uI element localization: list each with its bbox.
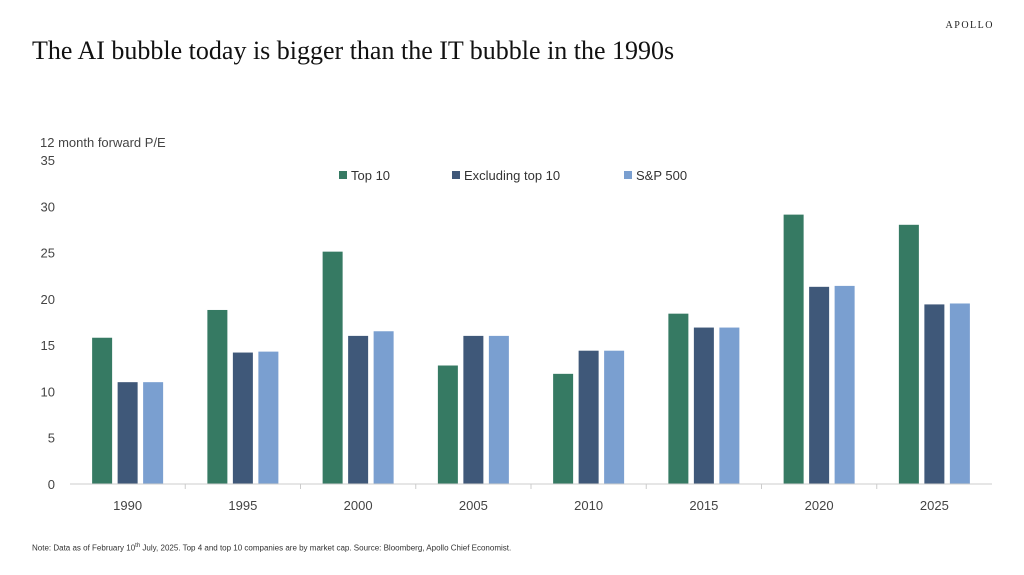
legend-swatch [452,171,460,179]
bar [783,214,804,485]
x-tick-label: 2000 [344,498,373,513]
bar [258,351,279,484]
legend: Top 10 Excluding top 10 S&P 500 [339,168,687,183]
bar [553,373,574,484]
y-tick-label: 30 [41,199,55,214]
x-tick-label: 1990 [113,498,142,513]
x-tick-label: 2010 [574,498,603,513]
bar [834,285,855,484]
chart-title: The AI bubble today is bigger than the I… [32,36,675,65]
x-axis-ticks: 1990 1995 2000 2005 2010 2015 2020 2025 [113,484,949,513]
footnote-suffix: July, 2025. Top 4 and top 10 companies a… [140,543,512,553]
bar [92,337,113,484]
y-axis-ticks: 0 5 10 15 20 25 30 35 [41,153,55,492]
legend-swatch [339,171,347,179]
legend-label: Top 10 [351,168,390,183]
brand-logo: APOLLO [945,20,994,31]
legend-label: S&P 500 [636,168,687,183]
bar [604,350,625,484]
legend-swatch [624,171,632,179]
bar [232,352,253,484]
bar [924,304,945,484]
bar [809,286,830,484]
x-tick-label: 1995 [228,498,257,513]
legend-label: Excluding top 10 [464,168,560,183]
x-tick-label: 2005 [459,498,488,513]
footnote: Note: Data as of February 10th July, 202… [32,543,511,553]
bar [348,335,369,484]
bar [322,251,343,484]
x-tick-label: 2025 [920,498,949,513]
bar [207,309,228,484]
bar [949,303,970,484]
bar [719,327,740,484]
bar [373,331,394,484]
bar [143,382,164,484]
bar [437,365,458,484]
footnote-sup: th [135,543,141,549]
y-tick-label: 10 [41,384,55,399]
bar [488,335,509,484]
bar [898,224,919,485]
x-tick-label: 2015 [689,498,718,513]
bar [668,313,689,484]
bar [578,350,599,484]
y-tick-label: 5 [48,431,55,446]
y-axis-label: 12 month forward P/E [40,135,166,150]
bars [92,214,970,485]
y-tick-label: 20 [41,292,55,307]
footnote-prefix: Note: Data as of February 10 [32,543,136,553]
bar [463,335,484,484]
y-tick-label: 25 [41,246,55,261]
bar [693,327,714,484]
x-tick-label: 2020 [805,498,834,513]
y-tick-label: 15 [41,338,55,353]
y-tick-label: 0 [48,477,55,492]
y-tick-label: 35 [41,153,55,168]
bar [117,382,138,484]
